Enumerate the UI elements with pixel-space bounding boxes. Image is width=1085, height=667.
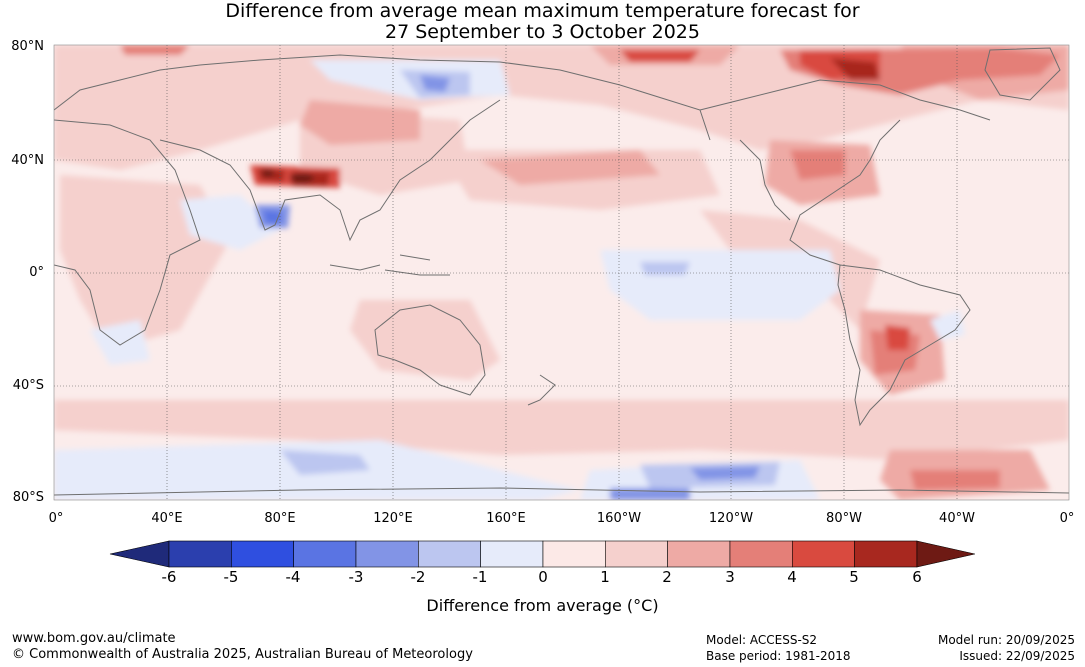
lon-label-80e: 80°E — [264, 511, 296, 526]
colorbar-tick: -5 — [223, 568, 239, 586]
lon-label-0: 0° — [48, 511, 64, 526]
colorbar-tick: 2 — [662, 568, 672, 586]
colorbar-tick: -4 — [285, 568, 301, 586]
chart-title-line2: 27 September to 3 October 2025 — [385, 21, 700, 43]
map-frame — [53, 44, 1070, 501]
colorbar-swatch — [667, 540, 731, 568]
lat-label-80s: 80°S — [12, 490, 44, 505]
colorbar-tick: -6 — [161, 568, 177, 586]
footer-issued: Issued: 22/09/2025 — [959, 649, 1075, 663]
lon-label-120w: 120°W — [708, 511, 754, 526]
graticule — [54, 45, 1069, 500]
footer-model-run: Model run: 20/09/2025 — [937, 633, 1075, 647]
colorbar-tick: 1 — [600, 568, 610, 586]
colorbar-tick: 5 — [849, 568, 859, 586]
lon-label-0-end: 0° — [1059, 511, 1075, 526]
colorbar-swatch — [293, 540, 357, 568]
colorbar-swatch — [231, 540, 294, 568]
colorbar-swatch — [605, 540, 668, 568]
anomaly-fields — [54, 45, 1069, 500]
colorbar-tick: -1 — [472, 568, 488, 586]
lon-label-160w: 160°W — [596, 511, 642, 526]
lon-label-160e: 160°E — [486, 511, 526, 526]
colorbar-extend-low — [109, 540, 170, 568]
colorbar-swatch — [168, 540, 232, 568]
lon-label-40e: 40°E — [151, 511, 183, 526]
colorbar-swatch — [480, 540, 544, 568]
colorbar-swatch — [854, 540, 918, 568]
colorbar-tick: 6 — [912, 568, 922, 586]
colorbar-swatch — [791, 540, 855, 568]
colorbar-swatch — [542, 540, 606, 568]
footer-base-period: Base period: 1981-2018 — [706, 649, 851, 663]
coastlines — [54, 47, 1069, 496]
footer-url[interactable]: www.bom.gov.au/climate — [12, 631, 176, 646]
footer-model: Model: ACCESS-S2 — [706, 633, 818, 647]
lon-label-120e: 120°E — [373, 511, 413, 526]
colorbar-tick: -3 — [348, 568, 364, 586]
colorbar-swatch — [418, 540, 481, 568]
colorbar-tick: 3 — [725, 568, 735, 586]
lon-label-40w: 40°W — [939, 511, 975, 526]
colorbar-tick: -2 — [410, 568, 426, 586]
colorbar-tick: 4 — [787, 568, 797, 586]
lat-label-40n: 40°N — [11, 153, 44, 168]
lon-label-80w: 80°W — [826, 511, 862, 526]
colorbar-extend-high — [916, 540, 976, 568]
colorbar-swatch — [729, 540, 793, 568]
colorbar — [109, 540, 976, 568]
colorbar-tick: 0 — [538, 568, 548, 586]
footer-copyright: © Commonwealth of Australia 2025, Austra… — [12, 647, 473, 662]
lat-label-80n: 80°N — [11, 39, 44, 54]
lat-label-0: 0° — [29, 265, 44, 280]
colorbar-swatch — [355, 540, 419, 568]
lat-label-40s: 40°S — [12, 378, 44, 393]
chart-title-line1: Difference from average mean maximum tem… — [225, 0, 860, 22]
colorbar-label: Difference from average (°C) — [426, 596, 659, 615]
